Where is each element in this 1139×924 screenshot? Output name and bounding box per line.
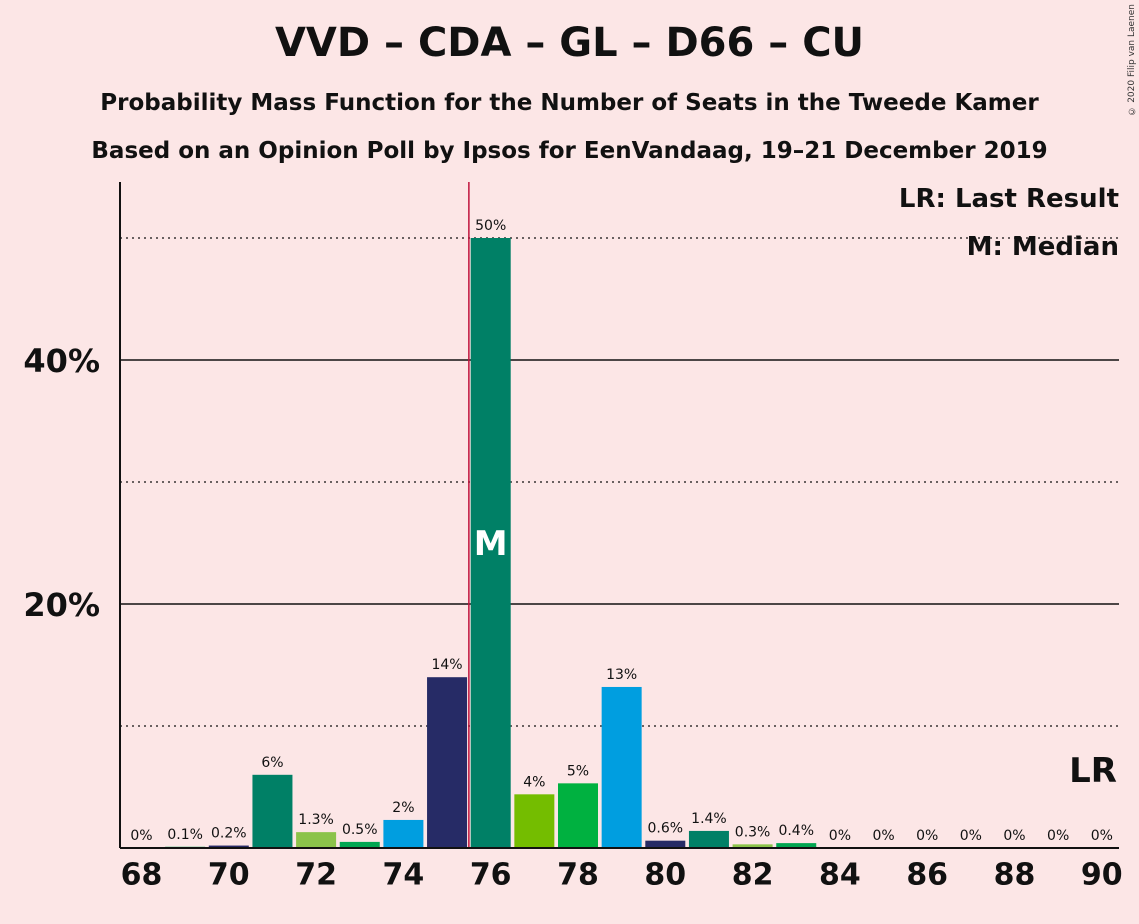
bar-seat-79 <box>601 686 642 848</box>
bar-value-label: 0% <box>130 828 152 844</box>
bar-seat-74 <box>383 819 424 848</box>
bar-value-label: 0.1% <box>167 827 203 843</box>
bar-value-label: 0.4% <box>778 823 814 839</box>
x-tick-label: 78 <box>557 858 599 893</box>
bar-value-label: 0% <box>829 828 851 844</box>
bar-value-label: 4% <box>523 774 545 790</box>
bar-seat-81 <box>688 830 729 848</box>
bar-seat-72 <box>296 832 337 848</box>
x-tick-label: 74 <box>383 858 425 893</box>
bar-value-label: 0% <box>1003 828 1025 844</box>
bar-seat-78 <box>558 783 598 848</box>
bar-value-label: 0% <box>1047 828 1069 844</box>
x-tick-label: 76 <box>470 858 512 893</box>
y-tick-label: 40% <box>23 342 100 380</box>
x-tick-label: 68 <box>121 858 163 893</box>
median-marker: M <box>474 524 508 564</box>
bar-seat-80 <box>645 840 686 848</box>
bar-seat-83 <box>776 843 817 848</box>
bar-seat-70 <box>208 845 249 848</box>
bar-value-label: 14% <box>431 657 462 673</box>
chart-source-line: Based on an Opinion Poll by Ipsos for Ee… <box>91 138 1048 164</box>
bar-seat-75 <box>427 677 468 848</box>
x-tick-label: 86 <box>906 858 948 893</box>
bar-value-label: 0.3% <box>735 824 771 840</box>
bar-value-label: 0.6% <box>648 821 684 837</box>
bar-value-label: 2% <box>392 800 414 816</box>
bar-value-label: 6% <box>261 755 283 771</box>
bar-value-label: 0% <box>916 828 938 844</box>
y-tick-label: 20% <box>23 586 100 624</box>
x-tick-label: 82 <box>732 858 774 893</box>
x-tick-label: 80 <box>644 858 686 893</box>
bar-value-label: 1.4% <box>691 811 727 827</box>
bar-value-label: 0% <box>872 828 894 844</box>
last-result-marker: LR <box>1069 751 1117 791</box>
x-tick-label: 84 <box>819 858 861 893</box>
bar-value-label: 0.2% <box>211 826 247 842</box>
bar-value-label: 0% <box>1091 828 1113 844</box>
legend-median: M: Median <box>966 232 1119 262</box>
legend-last-result: LR: Last Result <box>898 184 1119 214</box>
bar-seat-73 <box>339 841 380 848</box>
x-tick-label: 72 <box>295 858 337 893</box>
bar-value-label: 50% <box>475 218 506 234</box>
bar-value-label: 0% <box>960 828 982 844</box>
bar-value-label: 0.5% <box>342 822 378 838</box>
bar-seat-76 <box>470 238 511 848</box>
bar-value-label: 1.3% <box>298 812 334 828</box>
bar-seat-77 <box>514 794 555 848</box>
bar-value-label: 5% <box>567 763 589 779</box>
bar-seat-71 <box>252 774 293 848</box>
bar-seat-82 <box>732 844 773 848</box>
x-tick-label: 70 <box>208 858 250 893</box>
x-tick-label: 90 <box>1081 858 1123 893</box>
chart-subtitle: Probability Mass Function for the Number… <box>100 90 1039 116</box>
bar-value-label: 13% <box>606 667 637 683</box>
chart-title: VVD – CDA – GL – D66 – CU <box>274 20 865 66</box>
x-tick-label: 88 <box>994 858 1036 893</box>
